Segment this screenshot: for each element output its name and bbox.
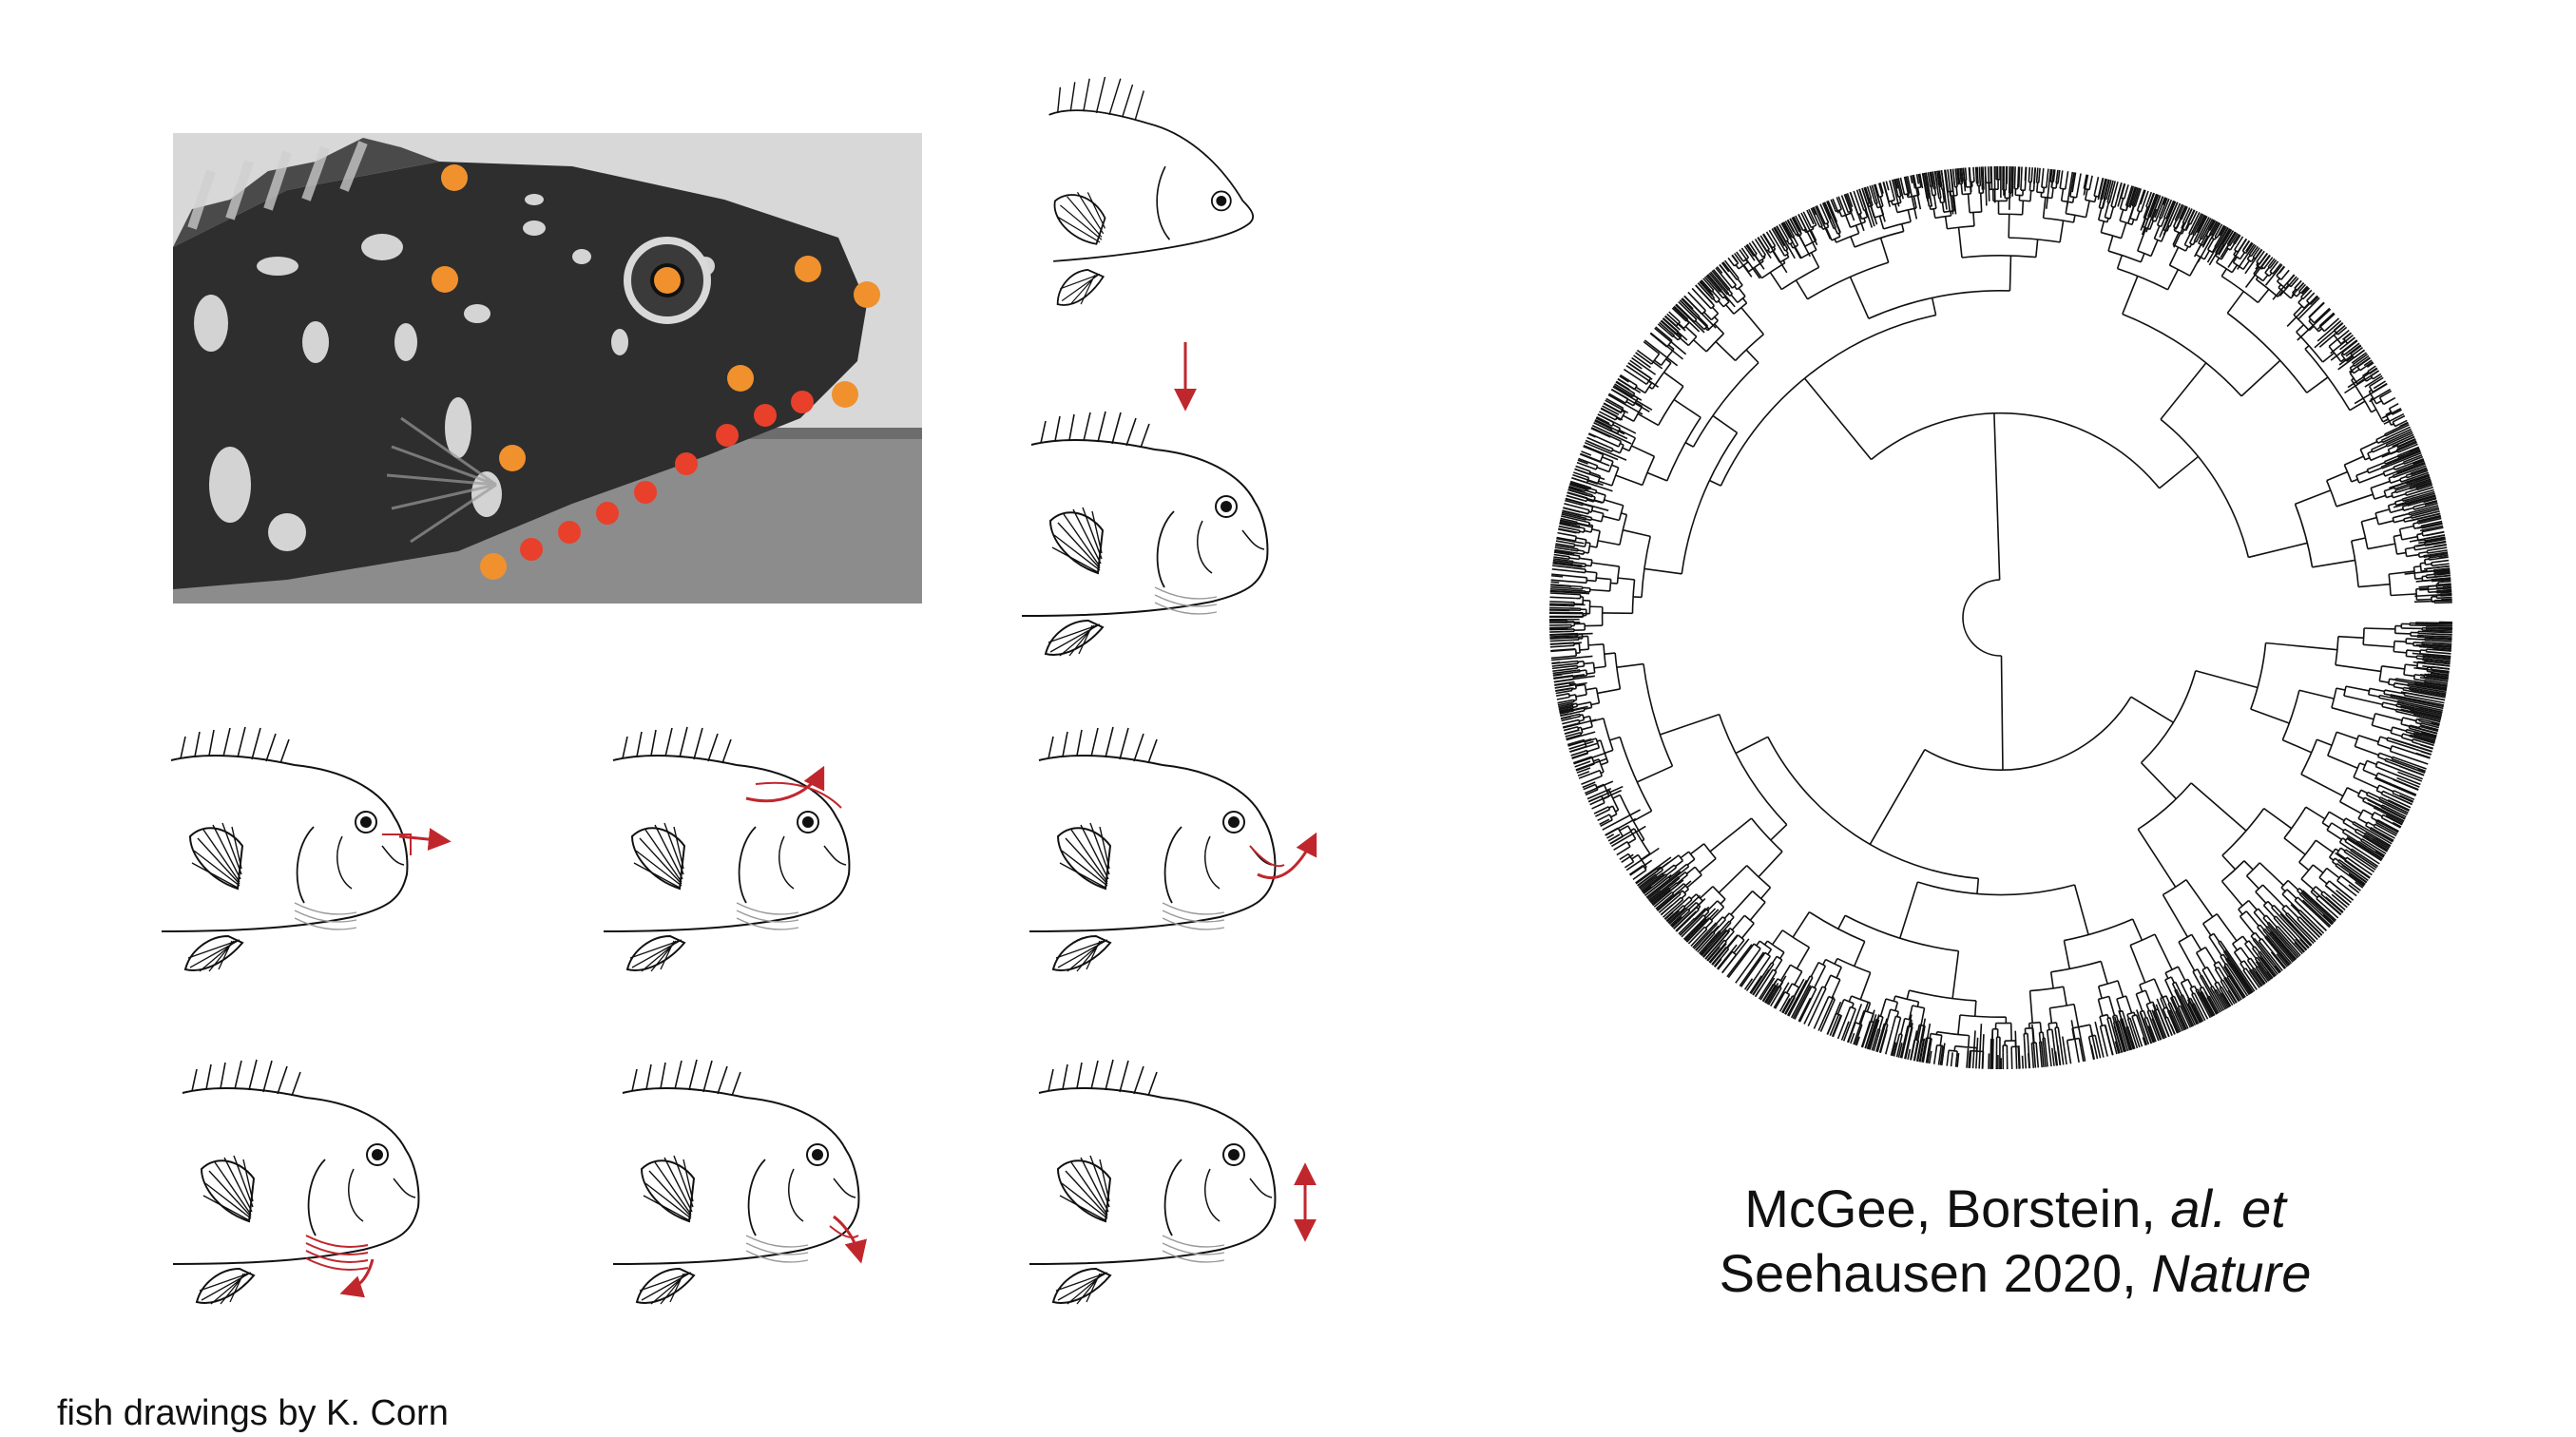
citation-year: Seehausen 2020, (1719, 1243, 2152, 1303)
fish-drawing-mandible-depression (613, 1055, 927, 1312)
citation-line-2: Seehausen 2020, Nature (1606, 1241, 2424, 1306)
landmark-points-red (520, 391, 814, 561)
citation-etal: al. et (2170, 1178, 2286, 1238)
cichlid-photo (173, 133, 922, 604)
landmark-points-orange (432, 164, 880, 580)
citation: McGee, Borstein, al. et Seehausen 2020, … (1606, 1177, 2424, 1306)
fish-drawing-hyoid-depression (173, 1055, 487, 1312)
arrow-down-icon (1171, 340, 1200, 421)
drawing-credit: fish drawings by K. Corn (57, 1393, 449, 1433)
circular-phylogeny (1540, 157, 2462, 1079)
fish-drawing-lower-jaw-rotation (1029, 722, 1343, 979)
fish-drawing-gape (1029, 1055, 1343, 1312)
citation-journal: Nature (2151, 1243, 2312, 1303)
citation-authors: McGee, Borstein, (1744, 1178, 2171, 1238)
fish-drawing-mouth-open (1022, 407, 1326, 663)
fish-drawing-jaw-protrusion (162, 722, 475, 979)
citation-line-1: McGee, Borstein, al. et (1606, 1177, 2424, 1241)
tree-branches (1548, 165, 2452, 1070)
fish-drawing-resting (1036, 71, 1312, 356)
fish-drawing-neurocranial-elevation (604, 722, 917, 979)
